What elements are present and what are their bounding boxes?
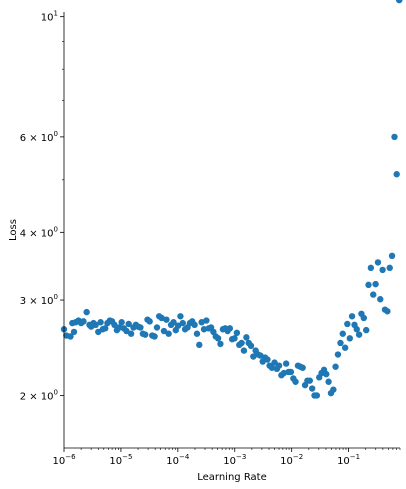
data-point	[240, 347, 248, 354]
x-tick-label: 10−3	[223, 453, 246, 467]
data-point	[344, 320, 351, 328]
data-point	[346, 335, 353, 342]
data-point	[179, 319, 186, 327]
data-point	[323, 370, 330, 378]
data-point	[308, 385, 316, 392]
y-tick-label: 4 × 100	[20, 225, 58, 239]
data-point	[325, 378, 332, 385]
data-point	[396, 0, 403, 4]
x-tick-label: 10−4	[166, 453, 190, 467]
data-point	[123, 327, 130, 335]
data-point	[384, 308, 391, 315]
data-point	[142, 331, 149, 338]
data-point	[264, 356, 271, 363]
data-point	[146, 318, 153, 325]
data-point	[268, 364, 276, 371]
data-point	[374, 259, 382, 266]
data-point	[365, 281, 372, 289]
data-point	[377, 296, 384, 303]
y-tick-label: 3 × 100	[20, 293, 58, 307]
y-tick-label: 2 × 100	[20, 388, 58, 402]
data-point	[386, 264, 393, 272]
y-tick-label: 6 × 100	[20, 130, 58, 144]
x-tick-label: 10−6	[52, 453, 76, 467]
data-point	[275, 362, 283, 369]
data-point	[70, 328, 78, 336]
data-point	[153, 324, 161, 331]
x-tick-label: 10−1	[337, 453, 360, 467]
data-point	[282, 360, 290, 367]
data-point	[231, 335, 238, 342]
data-point	[118, 319, 125, 326]
data-point	[355, 331, 363, 338]
data-point	[102, 325, 109, 332]
x-axis-label: Learning Rate	[197, 472, 267, 483]
data-point	[388, 252, 396, 260]
data-point	[67, 333, 74, 340]
data-point	[137, 324, 144, 331]
data-point	[341, 344, 349, 351]
data-point	[226, 325, 234, 332]
data-point	[83, 308, 90, 316]
y-axis-label: Loss	[8, 219, 19, 241]
data-point	[313, 392, 321, 399]
data-point	[334, 351, 342, 358]
data-point	[360, 314, 367, 322]
data-point	[391, 133, 398, 141]
data-point	[151, 333, 158, 340]
data-point	[271, 359, 278, 366]
data-point	[332, 363, 339, 370]
data-point	[393, 171, 400, 178]
data-point	[243, 334, 250, 341]
data-point	[160, 327, 168, 335]
data-point	[379, 266, 386, 274]
axes	[63, 12, 400, 449]
data-point	[287, 368, 295, 376]
data-point	[247, 342, 255, 349]
data-point	[353, 326, 360, 333]
data-point	[367, 264, 375, 272]
data-point	[92, 321, 99, 329]
y-ticks: 2 × 100 3 × 100 4 × 100 6 × 100 101	[20, 10, 64, 402]
x-tick-label: 10−2	[280, 453, 303, 467]
data-point	[337, 339, 344, 347]
x-tick-label: 10−5	[109, 453, 132, 467]
data-point	[348, 313, 356, 320]
data-point	[200, 326, 208, 333]
data-point	[125, 320, 132, 328]
data-point	[97, 319, 104, 326]
data-point	[217, 340, 224, 348]
y-tick-label: 101	[41, 10, 58, 24]
data-point	[203, 317, 210, 324]
data-point	[330, 386, 337, 393]
data-point	[233, 329, 241, 337]
scatter-points	[60, 0, 403, 399]
data-point	[170, 319, 177, 326]
data-point	[363, 326, 370, 334]
data-point	[127, 330, 135, 337]
data-point	[165, 330, 172, 337]
data-point	[292, 378, 299, 385]
data-point	[177, 313, 184, 320]
data-point	[214, 335, 222, 342]
data-point	[339, 330, 346, 337]
data-point	[80, 318, 87, 325]
data-point	[111, 321, 118, 329]
x-ticks: 10−6 10−5 10−4 10−3 10−2 10−1	[52, 448, 401, 467]
data-point	[191, 321, 198, 329]
data-point	[370, 291, 377, 298]
data-point	[372, 280, 379, 288]
data-point	[238, 339, 245, 347]
data-point	[306, 377, 313, 384]
data-point	[196, 341, 203, 349]
data-point	[193, 330, 201, 337]
data-point	[299, 364, 306, 371]
data-point	[163, 316, 170, 323]
data-point	[174, 322, 182, 329]
